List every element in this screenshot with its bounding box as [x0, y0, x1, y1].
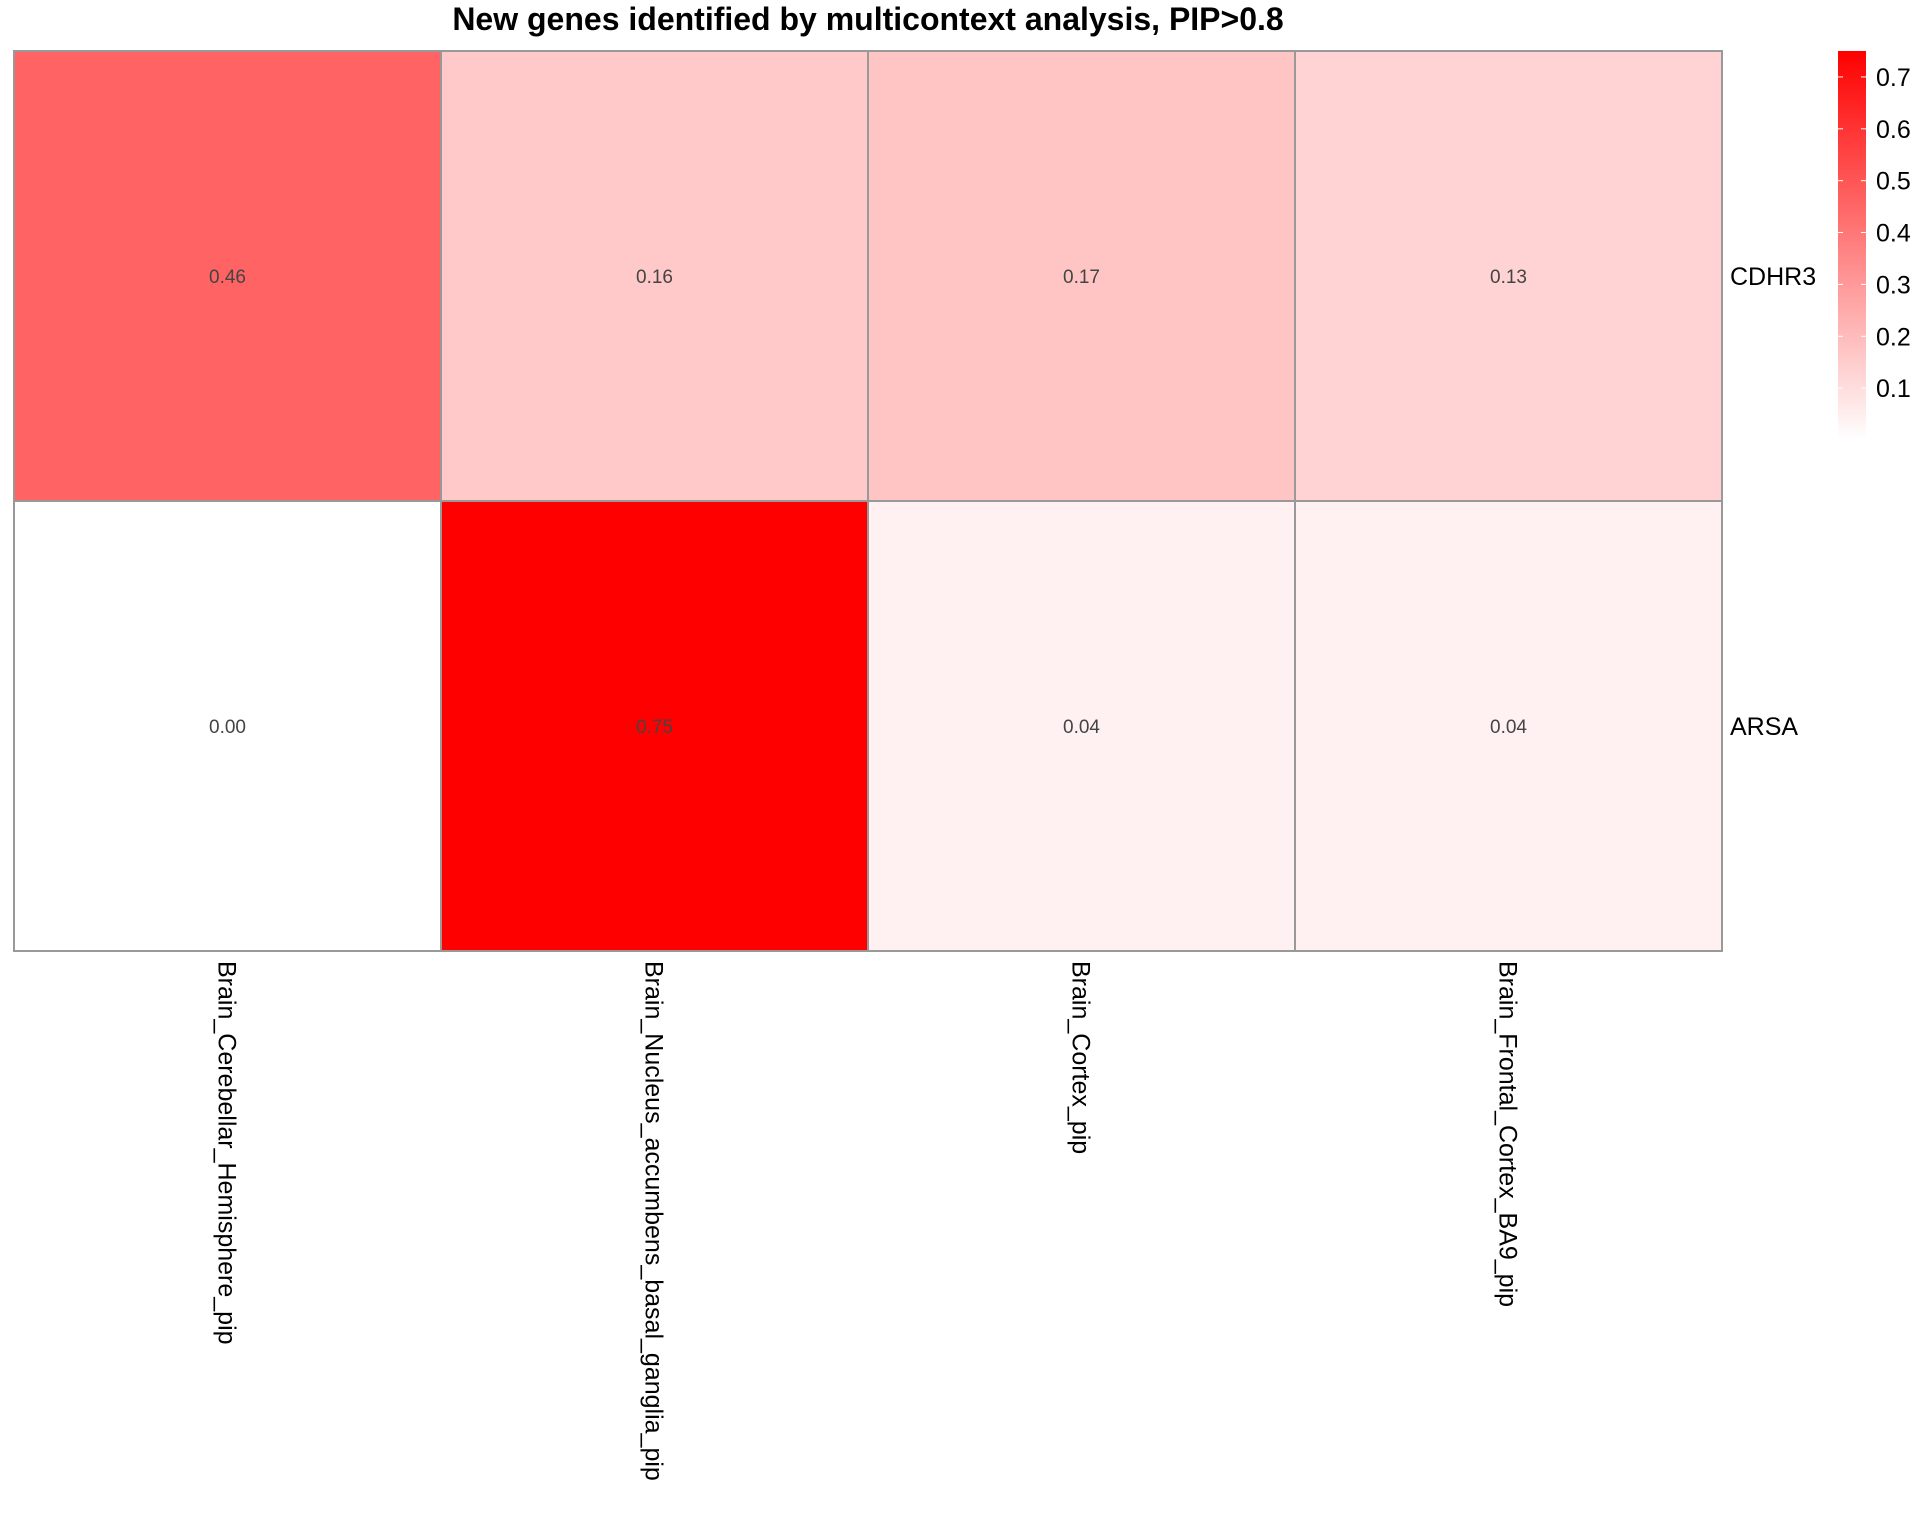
- legend-tick-label: 0.1: [1876, 375, 1911, 403]
- cell-value-label: 0.04: [1063, 717, 1100, 738]
- cell-value-label: 0.75: [636, 717, 673, 738]
- legend-ticks: 0.1 0.2 0.3 0.4 0.5 0.6 0.7: [1838, 64, 1911, 403]
- legend-tick-label: 0.5: [1876, 168, 1911, 196]
- heatmap-cell: [1294, 500, 1723, 952]
- row-label: CDHR3: [1730, 263, 1816, 291]
- heatmap-cells: [13, 50, 1723, 952]
- column-label: Brain_Frontal_Cortex_BA9_pip: [1494, 961, 1522, 1307]
- row-labels: CDHR3 ARSA: [1730, 263, 1816, 741]
- legend-tick-label: 0.3: [1876, 271, 1911, 299]
- row-label: ARSA: [1730, 713, 1798, 741]
- heatmap-cell: [1294, 50, 1723, 502]
- cell-value-label: 0.16: [636, 267, 673, 288]
- legend-colorbar: [1838, 51, 1866, 440]
- legend-tick-label: 0.4: [1876, 220, 1911, 248]
- column-label: Brain_Nucleus_accumbens_basal_ganglia_pi…: [640, 961, 668, 1481]
- legend-tick-label: 0.6: [1876, 116, 1911, 144]
- legend-tick-label: 0.2: [1876, 323, 1911, 351]
- column-label: Brain_Cerebellar_Hemisphere_pip: [213, 961, 241, 1345]
- chart-title: New genes identified by multicontext ana…: [452, 1, 1283, 37]
- legend-tick-label: 0.7: [1876, 64, 1911, 92]
- cell-value-label: 0.00: [209, 717, 246, 738]
- heatmap-cell: [13, 50, 442, 502]
- color-legend: 0.1 0.2 0.3 0.4 0.5 0.6 0.7: [1838, 51, 1911, 440]
- column-label: Brain_Cortex_pip: [1067, 961, 1095, 1154]
- heatmap-cell: [13, 500, 442, 952]
- heatmap-cell: [440, 500, 869, 952]
- cell-value-label: 0.13: [1490, 267, 1527, 288]
- heatmap-cell: [867, 50, 1296, 502]
- heatmap-cell: [867, 500, 1296, 952]
- column-labels: Brain_Cerebellar_Hemisphere_pip Brain_Nuc…: [213, 961, 1522, 1481]
- cell-value-label: 0.04: [1490, 717, 1527, 738]
- cell-value-label: 0.17: [1063, 267, 1100, 288]
- cell-value-labels: 0.46 0.16 0.17 0.13 0.00 0.75 0.04 0.04: [209, 267, 1527, 738]
- heatmap-cell: [440, 50, 869, 502]
- cell-value-label: 0.46: [209, 267, 246, 288]
